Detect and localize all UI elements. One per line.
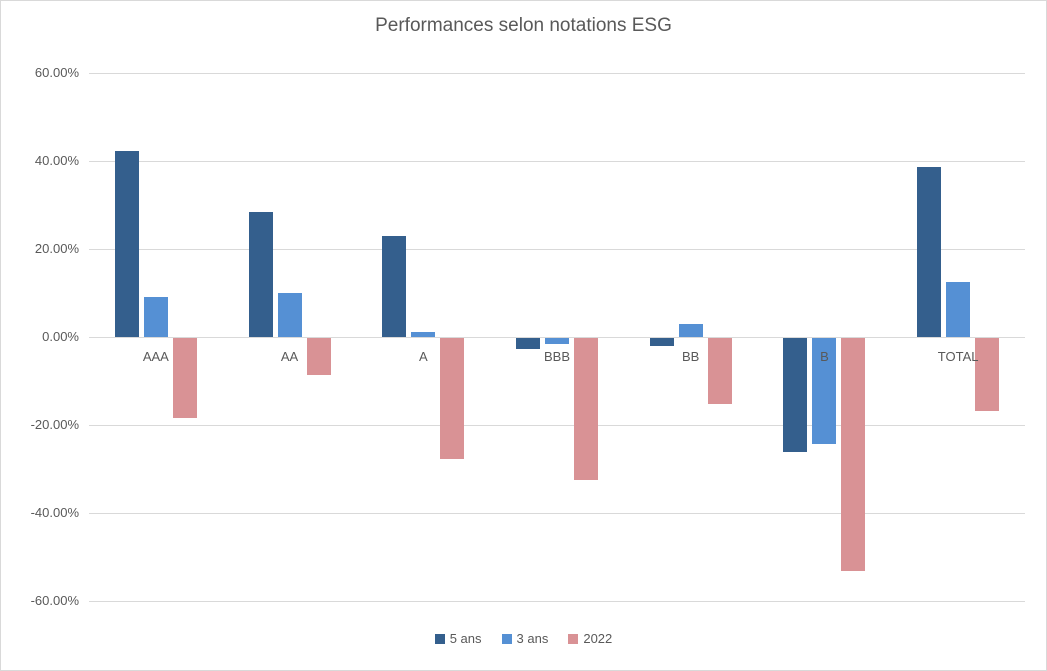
x-axis-category-label: A	[418, 349, 428, 364]
bar-3-ans-aaa	[143, 296, 168, 337]
x-axis-category-label: BB	[682, 349, 700, 364]
chart-title: Performances selon notations ESG	[375, 15, 672, 36]
legend-swatch-icon	[568, 633, 579, 644]
bar-3-ans-aa	[277, 293, 302, 337]
bar-5-ans-aa	[248, 212, 273, 337]
bar-5-ans-bb	[649, 338, 674, 346]
bar-3-ans-b	[812, 338, 837, 444]
bar-2022-aa	[306, 338, 331, 376]
bar-3-ans-bb	[678, 323, 703, 337]
legend-label: 5 ans	[449, 631, 482, 646]
gridline	[89, 513, 1025, 514]
bar-5-ans-bbb	[516, 338, 540, 349]
gridline	[89, 161, 1025, 162]
y-axis-tick-label: -20.00%	[30, 417, 79, 432]
bar-5-ans-b	[783, 338, 808, 453]
x-axis-category-label: AA	[280, 349, 299, 364]
y-axis-tick-label: 0.00%	[42, 329, 79, 344]
legend-label: 2022	[583, 631, 613, 646]
x-axis-category-label: TOTAL	[937, 349, 979, 364]
gridline	[89, 249, 1025, 250]
x-axis-category-label: BBB	[543, 349, 570, 364]
bar-5-ans-total	[917, 167, 942, 337]
x-axis-category-label: B	[820, 349, 829, 364]
x-axis-category-label: AAA	[142, 349, 169, 364]
bar-2022-bbb	[574, 338, 598, 480]
bar-3-ans-bbb	[545, 338, 569, 345]
bar-5-ans-a	[382, 235, 407, 337]
bar-2022-bb	[707, 338, 732, 404]
legend-swatch-icon	[501, 633, 512, 644]
bar-5-ans-aaa	[114, 150, 139, 337]
gridline	[89, 601, 1025, 602]
y-axis-tick-label: 20.00%	[34, 241, 79, 256]
bar-2022-a	[440, 338, 465, 459]
legend-label: 3 ans	[516, 631, 549, 646]
legend-swatch-icon	[434, 633, 445, 644]
bar-3-ans-a	[411, 331, 436, 337]
gridline	[89, 337, 1025, 338]
legend-item: 2022	[568, 631, 612, 646]
bar-3-ans-total	[946, 282, 971, 337]
y-axis-tick-label: 40.00%	[34, 153, 79, 168]
bar-2022-total	[975, 338, 1000, 411]
y-axis-tick-label: -40.00%	[30, 505, 79, 520]
legend-item: 5 ans	[434, 631, 482, 646]
y-axis-tick-label: 60.00%	[34, 65, 79, 80]
bar-2022-aaa	[172, 338, 197, 418]
bar-2022-b	[841, 338, 866, 572]
y-axis-tick-label: -60.00%	[30, 593, 79, 608]
gridline	[89, 425, 1025, 426]
legend-item: 3 ans	[501, 631, 549, 646]
legend: 5 ans 3 ans 2022	[1, 631, 1046, 646]
gridline	[89, 73, 1025, 74]
